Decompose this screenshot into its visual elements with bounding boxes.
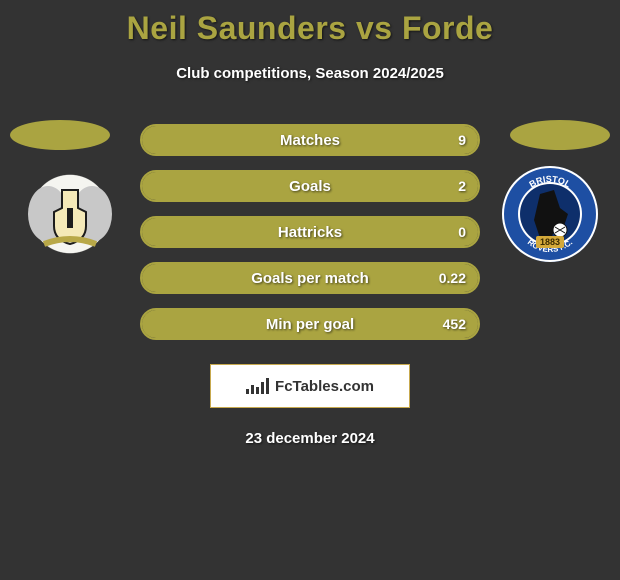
heath-crest-svg	[20, 164, 120, 264]
stat-bar: Goals 2	[140, 170, 480, 202]
stat-value-right: 0	[458, 224, 466, 240]
right-club-crest: BRISTOL ROVERS F.C. 1883	[500, 164, 600, 264]
stat-value-right: 2	[458, 178, 466, 194]
date-text: 23 december 2024	[0, 430, 620, 447]
stat-value-right: 0.22	[439, 270, 466, 286]
crest-year: 1883	[540, 237, 560, 247]
bar-chart-icon	[246, 378, 269, 394]
stat-bar: Min per goal 452	[140, 308, 480, 340]
stat-bar: Goals per match 0.22	[140, 262, 480, 294]
bristol-rovers-crest-svg: BRISTOL ROVERS F.C. 1883	[500, 164, 600, 264]
stat-label: Min per goal	[266, 316, 354, 333]
crest-shield	[20, 164, 120, 264]
stat-value-right: 9	[458, 132, 466, 148]
stat-value-right: 452	[443, 316, 466, 332]
watermark: FcTables.com	[210, 364, 410, 408]
stat-label: Hattricks	[278, 224, 342, 241]
left-club-crest	[20, 164, 120, 264]
left-disc	[10, 120, 110, 150]
right-disc	[510, 120, 610, 150]
stat-bar: Matches 9	[140, 124, 480, 156]
comparison-card: Neil Saunders vs Forde Club competitions…	[0, 0, 620, 447]
subtitle: Club competitions, Season 2024/2025	[0, 65, 620, 82]
stat-label: Goals	[289, 178, 331, 195]
stat-label: Goals per match	[251, 270, 369, 287]
watermark-text: FcTables.com	[275, 378, 374, 395]
stat-bar: Hattricks 0	[140, 216, 480, 248]
page-title: Neil Saunders vs Forde	[0, 10, 620, 47]
stat-label: Matches	[280, 132, 340, 149]
